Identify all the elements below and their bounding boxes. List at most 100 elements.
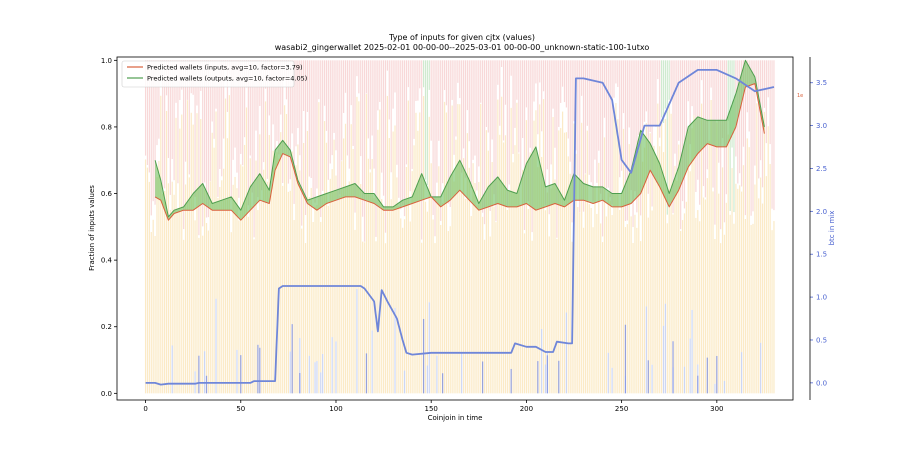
- background-bar: [760, 177, 762, 343]
- background-bar: [318, 102, 320, 394]
- background-bar: [299, 372, 301, 394]
- background-bar: [402, 60, 404, 205]
- background-bar: [173, 194, 175, 394]
- background-bar: [432, 60, 434, 216]
- background-bar: [499, 60, 501, 126]
- background-bar: [636, 60, 638, 213]
- background-bar: [249, 158, 251, 394]
- background-bar: [518, 60, 520, 153]
- background-bar: [352, 60, 354, 146]
- background-bar: [257, 210, 259, 394]
- background-bar: [339, 195, 341, 394]
- background-bar: [750, 60, 752, 216]
- background-bar: [308, 197, 310, 356]
- background-bar: [664, 303, 667, 394]
- background-bar: [491, 60, 493, 140]
- background-bar: [291, 324, 293, 394]
- background-bar: [440, 60, 442, 222]
- background-bar: [243, 144, 246, 394]
- background-bar: [188, 177, 190, 394]
- background-bar: [428, 302, 430, 394]
- background-bar: [268, 60, 270, 116]
- background-bar: [525, 120, 528, 394]
- background-bar: [647, 360, 649, 394]
- background-bar: [716, 355, 718, 394]
- background-bar: [773, 60, 775, 211]
- y2-tick-label: 3.5: [816, 79, 827, 87]
- background-bar: [647, 217, 649, 394]
- background-bar: [678, 60, 680, 141]
- background-bar: [731, 168, 733, 394]
- background-bar: [533, 60, 535, 102]
- background-bar: [773, 221, 775, 394]
- background-bar: [720, 243, 722, 394]
- background-bar: [624, 60, 627, 221]
- background-bar: [596, 60, 598, 183]
- background-bar: [693, 60, 695, 116]
- series-line-outputs: [154, 59, 765, 218]
- background-bar: [365, 353, 368, 394]
- background-bar: [379, 60, 381, 102]
- background-bar: [607, 192, 609, 353]
- background-bar: [451, 60, 453, 100]
- background-bar: [651, 364, 653, 394]
- background-bar: [590, 207, 592, 394]
- y-tick-label: 0.0: [101, 390, 112, 398]
- y2-tick-label: 2.0: [816, 208, 827, 216]
- background-bar: [533, 120, 535, 394]
- background-bar: [668, 60, 670, 100]
- background-bar: [348, 181, 350, 394]
- background-bar: [325, 60, 328, 131]
- background-bar: [661, 121, 663, 394]
- background-bar: [318, 60, 320, 100]
- x-tick-label: 150: [425, 405, 438, 413]
- background-bar: [539, 104, 541, 394]
- background-bar: [335, 175, 337, 342]
- background-bar: [409, 60, 411, 192]
- background-bar: [721, 60, 724, 139]
- background-bar: [586, 60, 588, 126]
- background-bar: [558, 360, 560, 394]
- background-bar: [560, 128, 562, 394]
- background-bar: [259, 347, 261, 394]
- background-bar: [718, 193, 720, 394]
- background-bar: [169, 209, 171, 394]
- x-tick-label: 200: [520, 405, 533, 413]
- background-bar: [409, 221, 411, 394]
- background-bar: [638, 150, 640, 394]
- background-bar: [756, 103, 758, 394]
- background-bar: [685, 60, 687, 171]
- background-bar: [295, 165, 297, 394]
- background-bar: [344, 60, 347, 93]
- background-bar: [200, 118, 202, 394]
- background-bar: [403, 219, 406, 371]
- background-bar: [203, 190, 206, 352]
- background-bar: [362, 60, 364, 217]
- background-bar: [171, 345, 173, 394]
- background-bar: [211, 132, 213, 394]
- background-bar: [358, 60, 360, 94]
- background-bar: [426, 60, 428, 186]
- background-bar: [442, 202, 444, 394]
- background-bar: [649, 60, 651, 133]
- background-bar: [287, 191, 289, 394]
- background-bar: [354, 60, 356, 213]
- background-bar: [504, 60, 507, 105]
- background-bar: [278, 158, 280, 394]
- background-bar: [678, 144, 680, 394]
- background-bar: [542, 60, 545, 92]
- background-bar: [255, 160, 257, 394]
- background-bar: [691, 128, 693, 310]
- y-tick-label: 0.6: [101, 190, 113, 198]
- x-tick-label: 300: [710, 405, 723, 413]
- background-bar: [346, 185, 349, 394]
- background-bar: [415, 60, 417, 101]
- background-bar: [598, 162, 600, 394]
- background-bar: [664, 60, 667, 109]
- background-bar: [249, 60, 251, 156]
- background-bar: [184, 60, 187, 162]
- background-bar: [466, 60, 468, 111]
- y2-axis-ticks: 0.0 0.5 1.0 1.5 2.0 2.5 3.0 3.5: [809, 57, 827, 400]
- background-bar: [341, 161, 343, 394]
- background-bar: [436, 60, 438, 183]
